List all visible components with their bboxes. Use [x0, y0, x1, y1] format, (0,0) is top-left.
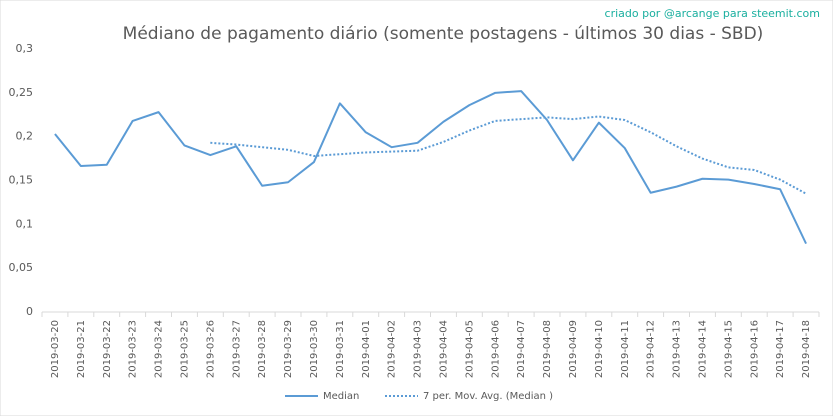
x-tick-label: 2019-04-11	[620, 320, 631, 378]
y-tick-label: 0,1	[16, 217, 34, 230]
y-tick-label: 0,15	[9, 174, 34, 187]
x-tick-label: 2019-03-26	[205, 320, 216, 378]
x-tick-label: 2019-04-04	[438, 320, 449, 378]
x-tick-label: 2019-04-06	[490, 320, 501, 378]
x-tick-label: 2019-03-23	[128, 320, 139, 378]
x-tick-label: 2019-04-08	[542, 320, 553, 378]
x-tick-label: 2019-03-27	[231, 320, 242, 378]
x-tick-label: 2019-03-21	[76, 320, 87, 378]
x-tick-label: 2019-03-31	[335, 320, 346, 378]
y-tick-label: 0,2	[16, 130, 34, 143]
x-tick-label: 2019-03-28	[257, 320, 268, 378]
x-tick-label: 2019-04-15	[723, 320, 734, 378]
x-tick-label: 2019-04-16	[749, 320, 760, 378]
y-tick-label: 0,05	[9, 261, 34, 274]
x-tick-label: 2019-04-12	[646, 320, 657, 378]
x-tick-label: 2019-04-01	[361, 320, 372, 378]
x-tick-label: 2019-04-10	[594, 320, 605, 378]
x-tick-label: 2019-04-18	[801, 320, 812, 378]
x-tick-label: 2019-03-30	[309, 320, 320, 378]
legend-label: Median	[323, 391, 359, 402]
x-tick-label: 2019-03-29	[283, 320, 294, 378]
y-tick-label: 0	[26, 305, 33, 318]
x-tick-label: 2019-04-07	[516, 320, 527, 378]
x-tick-label: 2019-04-03	[413, 320, 424, 378]
annotation: criado por @arcange para steemit.com	[605, 7, 820, 20]
series-line	[210, 115, 807, 195]
y-tick-label: 0,25	[9, 86, 34, 99]
x-tick-label: 2019-04-02	[387, 320, 398, 378]
x-tick-label: 2019-04-13	[672, 320, 683, 378]
chart-title: Médiano de pagamento diário (somente pos…	[123, 24, 764, 44]
legend-label: 7 per. Mov. Avg. (Median )	[423, 391, 553, 402]
x-tick-label: 2019-04-14	[697, 320, 708, 378]
x-tick-label: 2019-04-09	[568, 320, 579, 378]
x-tick-label: 2019-04-17	[775, 320, 786, 378]
x-tick-label: 2019-03-22	[102, 320, 113, 378]
x-tick-label: 2019-03-25	[179, 320, 190, 378]
x-tick-label: 2019-03-24	[154, 320, 165, 378]
y-tick-label: 0,3	[16, 42, 34, 55]
x-tick-label: 2019-04-05	[464, 320, 475, 378]
series-line	[54, 90, 807, 245]
x-tick-label: 2019-03-20	[50, 320, 61, 378]
